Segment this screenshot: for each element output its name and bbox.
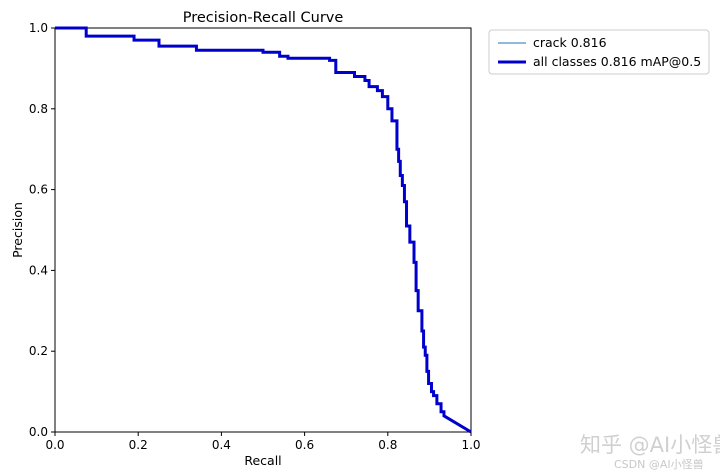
axes-frame <box>54 27 472 433</box>
x-tick-label: 0.4 <box>212 438 231 452</box>
y-tick-label: 0.8 <box>29 102 48 116</box>
x-tick-label: 0.2 <box>129 438 148 452</box>
y-tick-label: 0.0 <box>29 425 48 439</box>
x-tick-label: 0.6 <box>295 438 314 452</box>
x-tick-label: 0.0 <box>45 438 64 452</box>
legend-label-crack: crack 0.816 <box>533 35 607 50</box>
legend-label-all-classes: all classes 0.816 mAP@0.5 <box>533 54 701 69</box>
legend: crack 0.816 all classes 0.816 mAP@0.5 <box>488 29 710 75</box>
y-tick-label: 1.0 <box>29 21 48 35</box>
series-layer <box>55 26 472 434</box>
watermark-main: 知乎 @AI小怪兽 <box>580 433 720 457</box>
x-tick-label: 0.8 <box>378 438 397 452</box>
x-tick-label: 1.0 <box>461 438 480 452</box>
y-axis-label: Precision <box>10 202 25 258</box>
y-tick-label: 0.6 <box>29 183 48 197</box>
y-tick-label: 0.4 <box>29 263 48 277</box>
x-axis-ticks: 0.0 0.2 0.4 0.6 0.8 1.0 <box>45 432 481 452</box>
y-tick-label: 0.2 <box>29 344 48 358</box>
chart-title: Precision-Recall Curve <box>183 10 344 26</box>
plot-area <box>54 26 472 434</box>
series-line-all-classes <box>55 26 472 434</box>
legend-box <box>488 29 710 75</box>
x-axis-label: Recall <box>244 453 281 468</box>
watermark-sub: CSDN @AI小怪兽 <box>614 457 704 471</box>
y-axis-ticks: 0.0 0.2 0.4 0.6 0.8 1.0 <box>29 21 55 439</box>
